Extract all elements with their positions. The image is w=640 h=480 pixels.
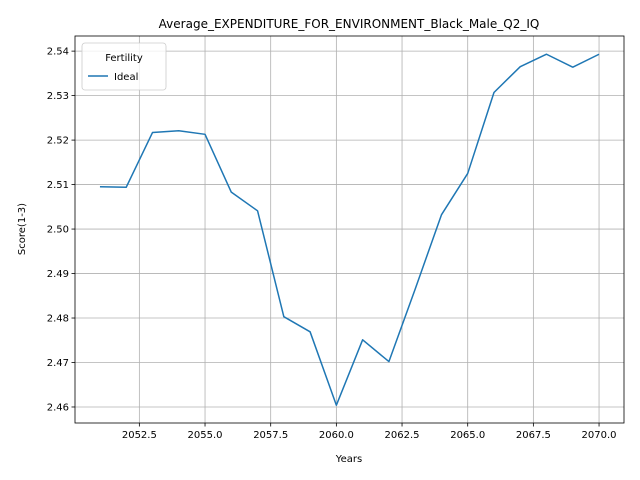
x-tick-label: 2062.5	[385, 430, 420, 441]
x-tick-label: 2067.5	[516, 430, 551, 441]
x-tick-label: 2052.5	[122, 430, 157, 441]
y-tick-label: 2.50	[47, 225, 69, 236]
x-tick-label: 2057.5	[253, 430, 288, 441]
y-axis-ticks: 2.46 2.47 2.48 2.49 2.50 2.51 2.52 2.53 2.54	[47, 47, 75, 413]
axes-frame	[74, 35, 625, 424]
x-tick-label: 2060.0	[319, 430, 354, 441]
legend: Fertility Ideal	[81, 42, 167, 91]
y-tick-label: 2.49	[47, 269, 69, 280]
y-tick-label: 2.46	[47, 402, 69, 413]
y-tick-label: 2.54	[47, 47, 69, 58]
y-axis-label: Score(1-3)	[17, 203, 28, 255]
legend-title: Fertility	[105, 53, 143, 64]
x-tick-label: 2065.0	[450, 430, 485, 441]
y-tick-label: 2.53	[47, 91, 69, 102]
x-axis-ticks: 2052.5 2055.0 2057.5 2060.0 2062.5 2065.0 2067…	[122, 423, 617, 441]
x-tick-label: 2055.0	[188, 430, 223, 441]
x-axis-label: Years	[335, 454, 362, 465]
grid-lines	[75, 36, 624, 423]
legend-entry-ideal: Ideal	[114, 72, 138, 83]
y-tick-label: 2.47	[47, 358, 69, 369]
y-tick-label: 2.48	[47, 314, 69, 325]
y-tick-label: 2.51	[47, 180, 69, 191]
y-tick-label: 2.52	[47, 136, 69, 147]
legend-box	[81, 42, 167, 91]
plot-area	[99, 53, 600, 406]
x-tick-label: 2070.0	[582, 430, 617, 441]
chart-title: Average_EXPENDITURE_FOR_ENVIRONMENT_Blac…	[159, 17, 540, 31]
series-line-ideal	[99, 53, 600, 406]
